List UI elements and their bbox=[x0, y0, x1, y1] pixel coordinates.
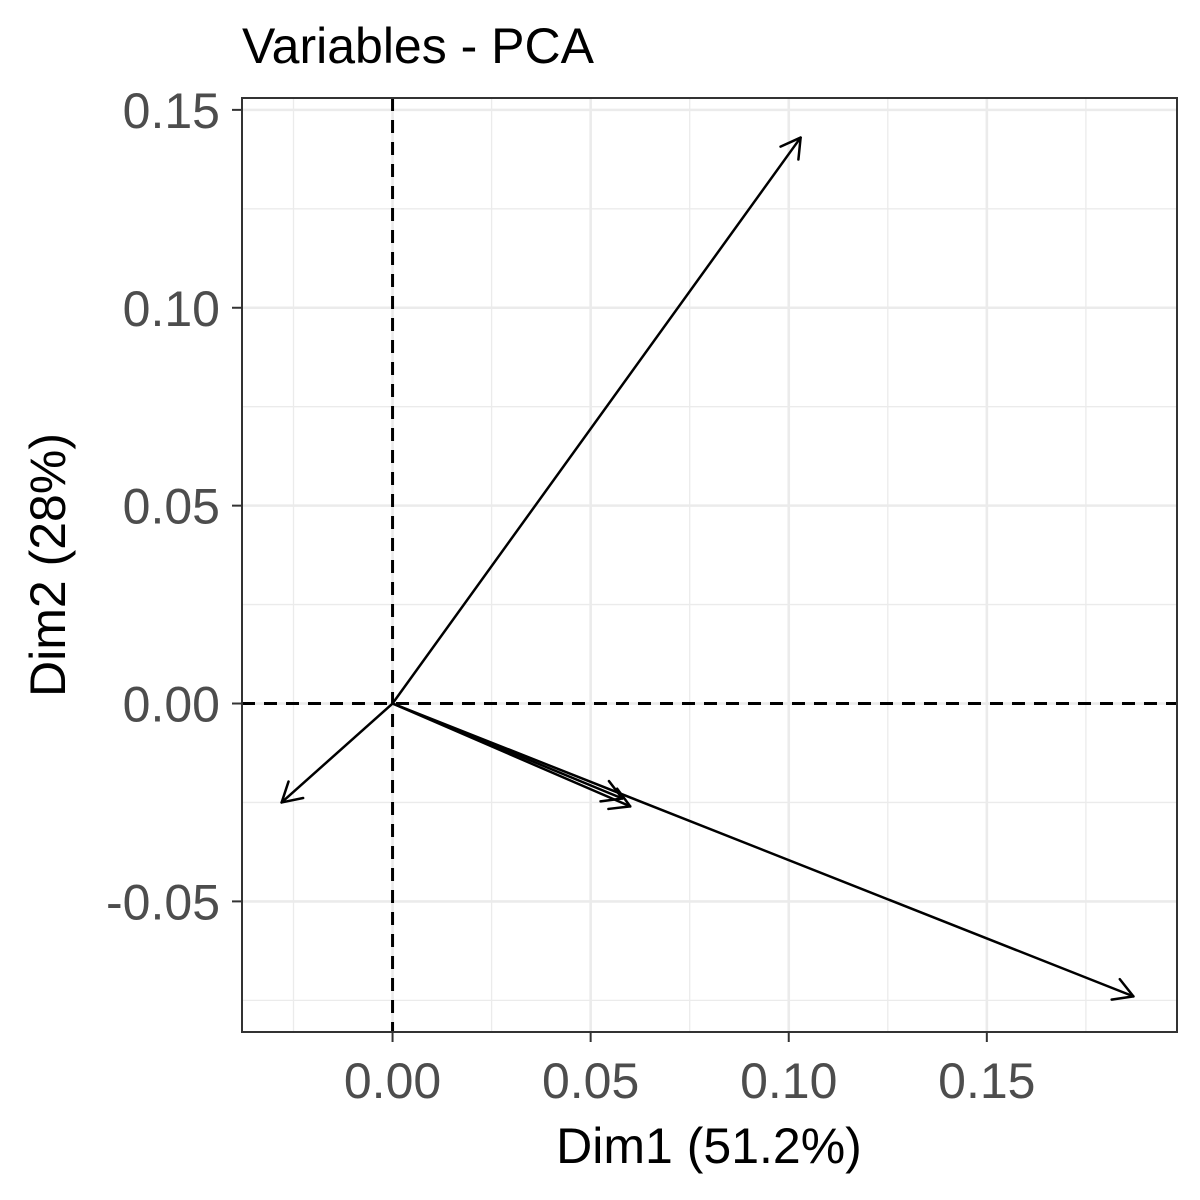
variable-arrow bbox=[391, 136, 802, 705]
arrow-head bbox=[599, 779, 624, 803]
grid-layer bbox=[242, 98, 1177, 1032]
y-tick-label: 0.10 bbox=[123, 281, 220, 337]
y-axis: -0.05 0.00 0.05 0.10 0.15 bbox=[106, 83, 242, 930]
y-axis-title: Dim2 (28%) bbox=[20, 433, 76, 697]
x-tick-label: 0.15 bbox=[938, 1053, 1035, 1109]
y-tick-label: 0.05 bbox=[123, 479, 220, 535]
arrow-layer bbox=[280, 136, 1135, 1001]
arrow-shaft bbox=[391, 702, 1135, 998]
x-tick-label: 0.00 bbox=[344, 1053, 441, 1109]
arrow-shaft bbox=[391, 136, 802, 705]
arrow-head bbox=[779, 136, 802, 161]
variable-arrow bbox=[280, 702, 394, 804]
arrow-head bbox=[1110, 977, 1135, 1001]
reference-lines bbox=[242, 98, 1177, 1032]
chart-title: Variables - PCA bbox=[242, 18, 595, 74]
y-tick-label: -0.05 bbox=[106, 874, 220, 930]
panel-border bbox=[241, 97, 1178, 1033]
variable-arrow bbox=[391, 702, 632, 811]
y-tick-label: 0.00 bbox=[123, 677, 220, 733]
x-tick-label: 0.10 bbox=[740, 1053, 837, 1109]
arrow-head bbox=[280, 780, 305, 804]
x-axis-title: Dim1 (51.2%) bbox=[556, 1118, 862, 1174]
x-tick-label: 0.05 bbox=[542, 1053, 639, 1109]
x-axis: 0.00 0.05 0.10 0.15 bbox=[344, 1032, 1035, 1109]
variable-arrow bbox=[391, 702, 1135, 1001]
y-tick-label: 0.15 bbox=[123, 83, 220, 139]
arrow-shaft bbox=[280, 702, 394, 804]
arrow-shaft bbox=[391, 702, 632, 808]
